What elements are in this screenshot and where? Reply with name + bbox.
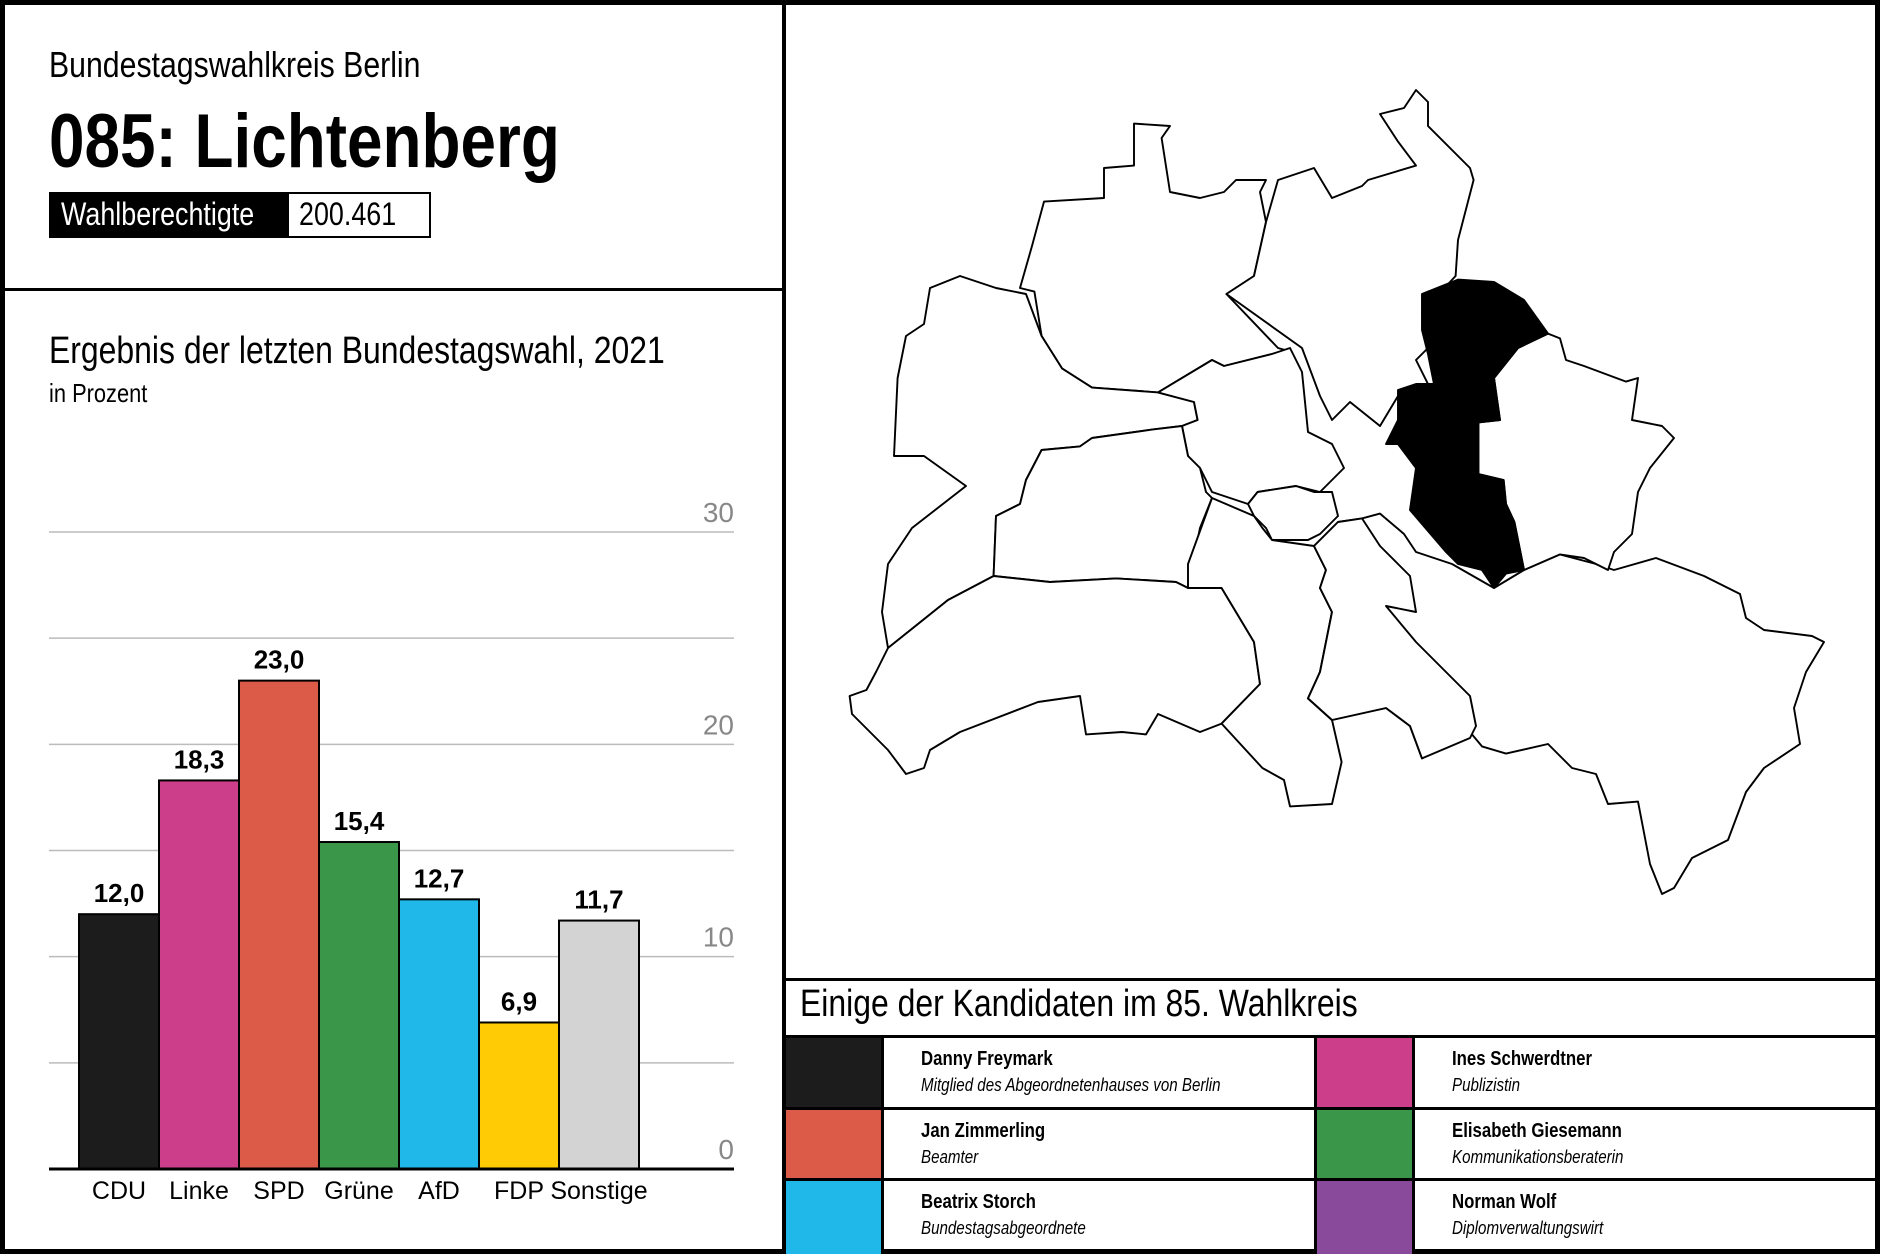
candidate-row: Jan Zimmerling Beamter Elisabeth Gieseman…	[786, 1110, 1880, 1181]
candidate-description: Mitglied des Abgeordnetenhauses von Berl…	[921, 1075, 1221, 1095]
candidate-name: Elisabeth Giesemann	[1452, 1120, 1622, 1142]
bar-fdp	[478, 1021, 560, 1170]
bar-cdu	[78, 913, 160, 1171]
candidate-color-swatch	[1317, 1038, 1415, 1107]
candidate-description: Kommunikationsberaterin	[1452, 1147, 1624, 1167]
bar-chart: 0 10 20 30 12,0 CDU 18,3 Linke 23,0 SPD 15,4 Grüne 1…	[49, 497, 734, 1205]
candidate-name: Ines Schwerdtner	[1452, 1048, 1593, 1070]
candidate-cell: Ines Schwerdtner Publizistin	[1415, 1038, 1880, 1107]
y-tick-label: 20	[703, 709, 734, 740]
bar-value-label: 11,7	[574, 885, 623, 915]
district-friedrichshain-kreuzberg	[1247, 485, 1339, 541]
candidate-name: Norman Wolf	[1452, 1191, 1557, 1213]
candidate-color-swatch	[786, 1110, 884, 1178]
x-tick-label: AfD	[418, 1177, 460, 1205]
y-tick-label: 10	[703, 922, 734, 953]
candidates-title: Einige der Kandidaten im 85. Wahlkreis	[786, 978, 1880, 1038]
candidate-row: Beatrix Storch Bundestagsabgeordnete Norm…	[786, 1181, 1880, 1254]
district-steglitz-zehlendorf	[848, 575, 1261, 775]
page-title: 085: Lichtenberg	[49, 99, 560, 184]
x-tick-label: FDP	[494, 1177, 544, 1205]
district-charlottenburg-wilmersdorf	[992, 425, 1213, 589]
x-tick-label: SPD	[253, 1177, 304, 1205]
x-tick-label: Grüne	[324, 1177, 393, 1205]
candidate-name: Beatrix Storch	[921, 1191, 1036, 1213]
candidate-color-swatch	[1317, 1110, 1415, 1178]
district-pankow	[1225, 89, 1475, 427]
bar-spd	[238, 679, 320, 1171]
bar-sonstige	[558, 919, 640, 1170]
y-tick-label: 30	[703, 497, 734, 528]
candidate-cell: Jan Zimmerling Beamter	[884, 1110, 1317, 1178]
candidate-cell: Danny Freymark Mitglied des Abgeordnetenh…	[884, 1038, 1317, 1107]
candidate-cell: Norman Wolf Diplomverwaltungswirt	[1415, 1181, 1880, 1254]
candidate-row: Danny Freymark Mitglied des Abgeordnetenh…	[786, 1038, 1880, 1110]
candidate-color-swatch	[786, 1181, 884, 1254]
y-tick-label: 0	[718, 1134, 734, 1165]
bar-value-label: 23,0	[254, 645, 305, 675]
candidate-name: Jan Zimmerling	[921, 1120, 1046, 1142]
bar-grüne	[318, 841, 400, 1170]
bar-afd	[398, 898, 480, 1170]
candidate-description: Beamter	[921, 1147, 979, 1167]
bar-value-label: 6,9	[501, 986, 537, 1016]
candidate-color-swatch	[1317, 1181, 1415, 1254]
bar-linke	[158, 779, 240, 1170]
x-tick-label: Linke	[169, 1177, 229, 1205]
chart-subtitle: in Prozent	[49, 378, 148, 408]
header-divider	[0, 288, 784, 291]
candidate-name: Danny Freymark	[921, 1048, 1053, 1070]
district-lichtenberg-highlighted	[1385, 278, 1549, 589]
district-reinickendorf	[1019, 122, 1288, 394]
vertical-divider	[782, 0, 786, 1254]
berlin-map	[848, 89, 1825, 895]
candidate-cell: Beatrix Storch Bundestagsabgeordnete	[884, 1181, 1317, 1254]
bar-value-label: 12,7	[414, 863, 465, 893]
eligible-badge: Wahlberechtigte 200.461	[49, 192, 431, 238]
bar-value-label: 15,4	[334, 806, 385, 836]
x-tick-label: CDU	[92, 1177, 146, 1205]
candidate-color-swatch	[786, 1038, 884, 1107]
candidate-description: Diplomverwaltungswirt	[1452, 1218, 1604, 1238]
x-tick-label: Sonstige	[550, 1177, 647, 1205]
bar-value-label: 12,0	[94, 878, 145, 908]
chart-title: Ergebnis der letzten Bundestagswahl, 202…	[49, 330, 665, 372]
subtitle: Bundestagswahlkreis Berlin	[49, 44, 421, 85]
candidate-description: Bundestagsabgeordnete	[921, 1218, 1086, 1238]
bar-value-label: 18,3	[174, 744, 225, 774]
candidate-cell: Elisabeth Giesemann Kommunikationsberater…	[1415, 1110, 1880, 1178]
eligible-label: Wahlberechtigte	[51, 194, 289, 236]
eligible-value: 200.461	[289, 194, 429, 236]
candidate-description: Publizistin	[1452, 1075, 1521, 1095]
district-neukoelln	[1307, 517, 1477, 760]
